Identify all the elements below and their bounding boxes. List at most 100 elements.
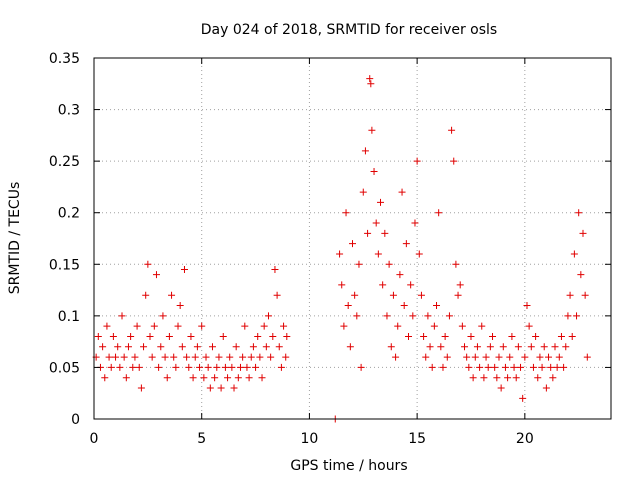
data-point <box>344 302 352 310</box>
y-ticks: 0 0.05 0.1 0.15 0.2 0.25 0.3 0.35 <box>49 51 611 428</box>
data-point <box>202 353 210 361</box>
data-point <box>389 291 397 299</box>
data-point <box>374 250 382 258</box>
x-tick-label: 15 <box>408 431 426 447</box>
data-point <box>510 363 518 371</box>
data-point <box>405 332 413 340</box>
data-point <box>200 374 208 382</box>
data-point <box>254 332 262 340</box>
data-point <box>385 260 393 268</box>
data-point <box>402 240 410 248</box>
data-point <box>133 322 141 330</box>
data-point <box>471 353 479 361</box>
data-point <box>262 343 270 351</box>
data-point <box>99 343 107 351</box>
data-point <box>140 343 148 351</box>
data-point <box>234 374 242 382</box>
data-point <box>127 332 135 340</box>
data-point <box>545 353 553 361</box>
data-point <box>555 353 563 361</box>
data-point <box>398 188 406 196</box>
data-point <box>267 353 275 361</box>
data-point <box>532 332 540 340</box>
data-point <box>170 353 178 361</box>
data-point <box>392 353 400 361</box>
data-point <box>236 363 244 371</box>
data-point <box>413 157 421 165</box>
data-point <box>383 312 391 320</box>
data-point <box>549 374 557 382</box>
data-point <box>198 322 206 330</box>
data-point <box>277 363 285 371</box>
data-point <box>501 363 509 371</box>
data-point <box>226 353 234 361</box>
data-point <box>256 353 264 361</box>
data-point <box>560 363 568 371</box>
data-point <box>573 312 581 320</box>
data-point <box>146 332 154 340</box>
data-point <box>269 332 277 340</box>
data-point <box>208 343 216 351</box>
data-point <box>137 384 145 392</box>
data-point <box>426 343 434 351</box>
data-point <box>172 363 180 371</box>
data-point <box>542 384 550 392</box>
data-point <box>454 291 462 299</box>
data-point <box>183 353 191 361</box>
data-point <box>448 126 456 134</box>
data-point <box>249 343 257 351</box>
data-point <box>163 374 171 382</box>
data-point <box>415 250 423 258</box>
data-point <box>112 353 120 361</box>
data-point <box>219 332 227 340</box>
data-point <box>420 332 428 340</box>
data-point <box>135 363 143 371</box>
data-point <box>465 363 473 371</box>
data-point <box>489 332 497 340</box>
data-point <box>180 265 188 273</box>
data-point <box>478 322 486 330</box>
data-point <box>484 363 492 371</box>
data-point <box>211 374 219 382</box>
data-point <box>152 271 160 279</box>
data-point <box>239 353 247 361</box>
y-tick-label: 0.35 <box>49 51 80 67</box>
data-point <box>443 353 451 361</box>
x-tick-label: 20 <box>516 431 534 447</box>
data-point <box>441 332 449 340</box>
data-point <box>159 312 167 320</box>
data-point <box>493 374 501 382</box>
data-point <box>148 353 156 361</box>
data-point <box>114 343 122 351</box>
data-point <box>275 343 283 351</box>
data-point <box>424 312 432 320</box>
data-point <box>506 353 514 361</box>
data-point <box>120 353 128 361</box>
data-point <box>473 343 481 351</box>
data-point <box>370 167 378 175</box>
data-point <box>523 302 531 310</box>
data-point <box>372 219 380 227</box>
data-point <box>562 343 570 351</box>
data-point <box>142 291 150 299</box>
data-point <box>94 332 102 340</box>
data-point <box>338 281 346 289</box>
data-point <box>176 302 184 310</box>
x-tick-label: 5 <box>197 431 206 447</box>
y-tick-label: 0 <box>71 412 80 428</box>
data-point <box>452 260 460 268</box>
data-point <box>340 322 348 330</box>
data-point <box>144 260 152 268</box>
y-tick-label: 0.15 <box>49 257 80 273</box>
data-point <box>213 363 221 371</box>
data-point <box>157 343 165 351</box>
y-tick-label: 0.05 <box>49 360 80 376</box>
data-point <box>557 332 565 340</box>
data-point <box>581 291 589 299</box>
data-point <box>357 363 365 371</box>
data-points <box>92 75 591 423</box>
data-point <box>367 80 375 88</box>
data-point <box>521 353 529 361</box>
data-point <box>577 271 585 279</box>
x-tick-label: 10 <box>301 431 319 447</box>
